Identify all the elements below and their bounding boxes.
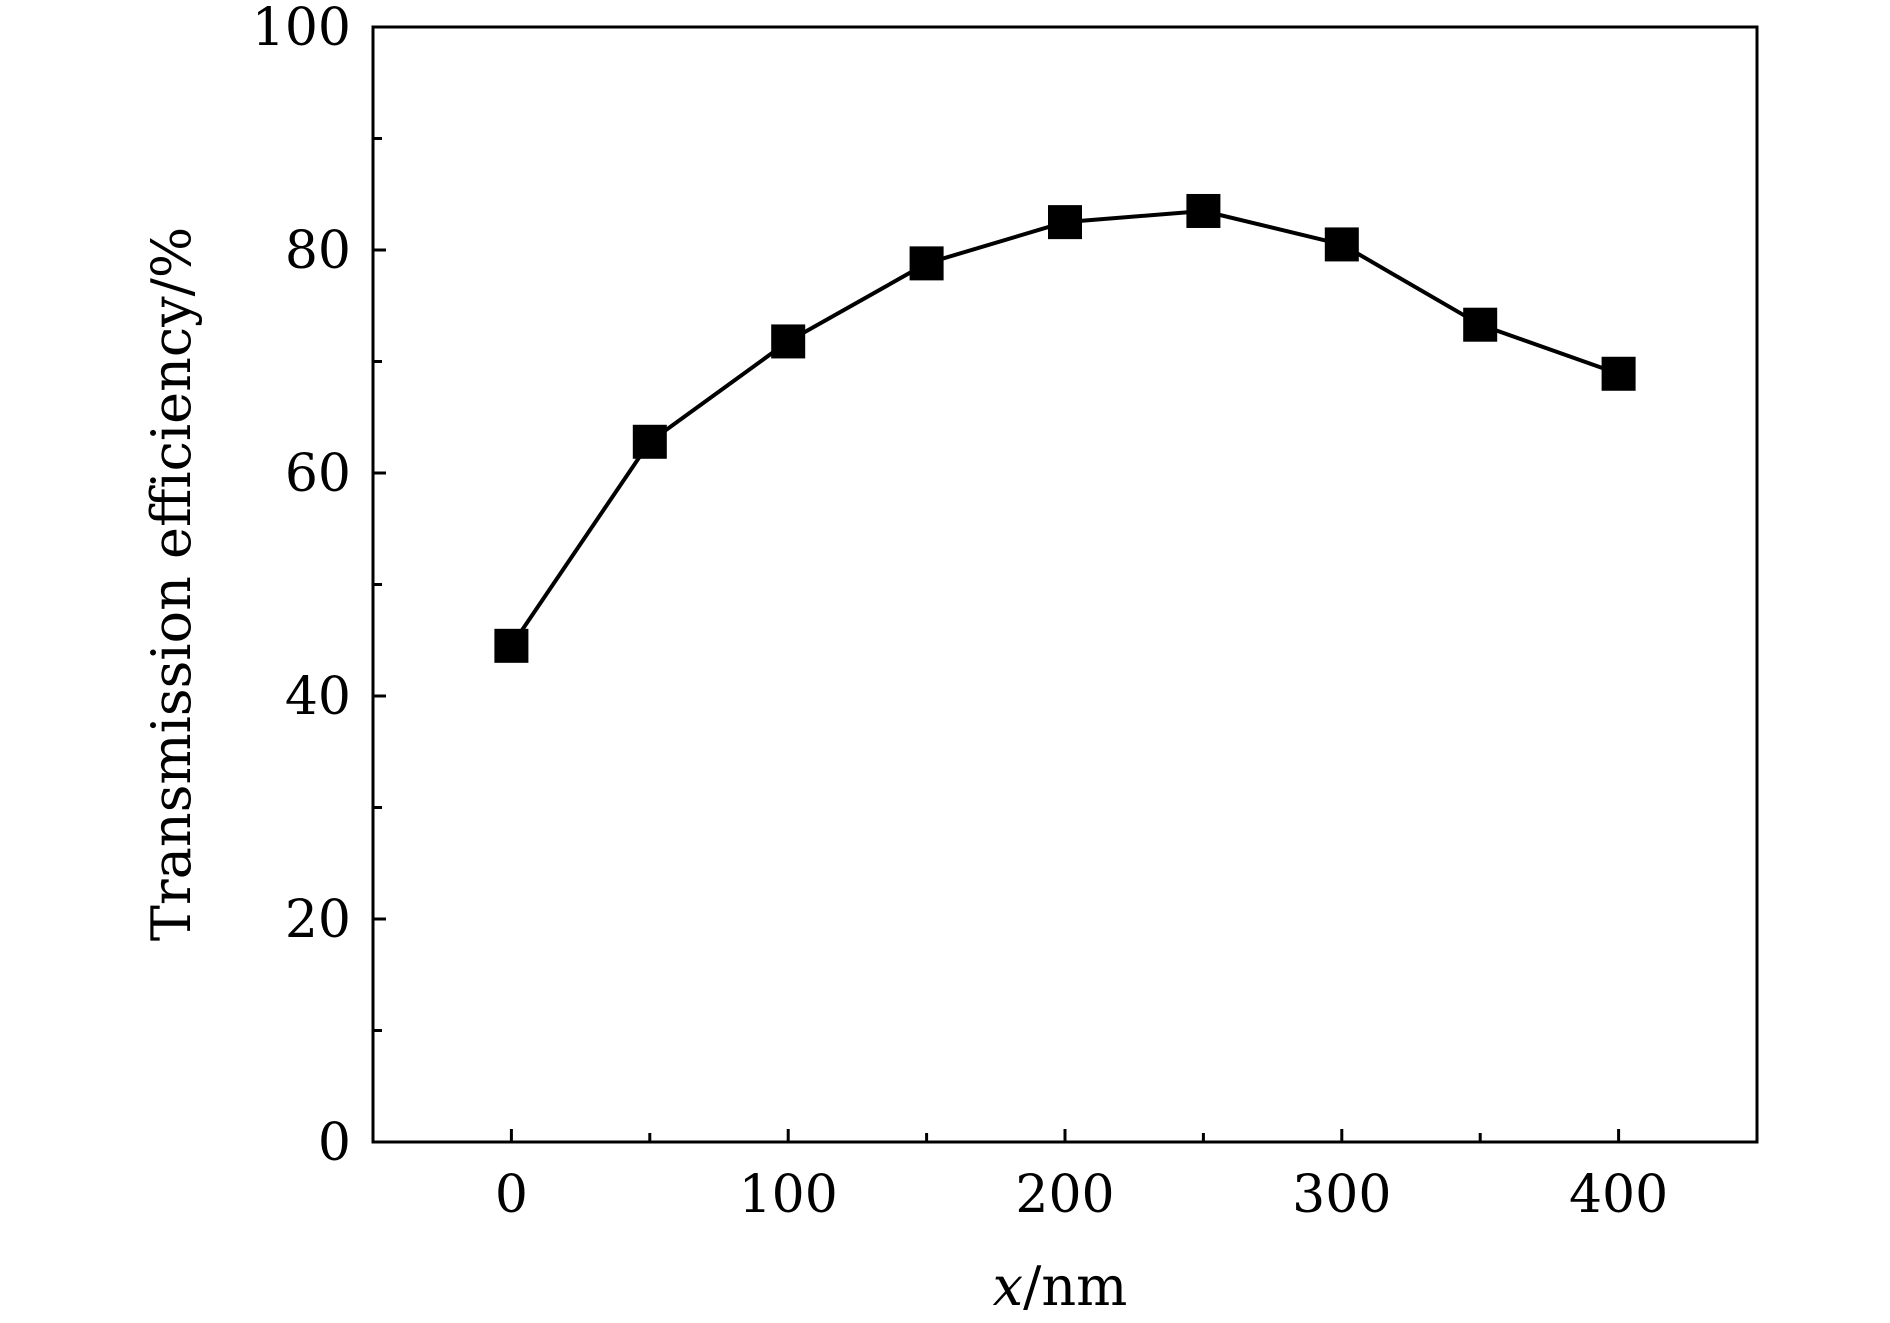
y-tick-label: 80 [285, 221, 351, 281]
data-point-marker [632, 424, 667, 459]
x-tick-label: 0 [495, 1165, 528, 1225]
x-axis-label: x/nm [993, 1255, 1128, 1318]
y-tick-label: 100 [252, 0, 351, 58]
data-point-marker [771, 324, 806, 359]
data-point-marker [1048, 205, 1082, 240]
x-tick-label: 200 [1015, 1165, 1114, 1225]
data-point-marker [1463, 307, 1498, 342]
y-tick-label: 60 [285, 444, 351, 504]
x-tick-label: 100 [739, 1165, 838, 1225]
y-tick-label: 40 [285, 667, 351, 727]
y-tick-label: 20 [285, 890, 351, 950]
ticks-layer [373, 25, 1621, 1144]
data-point-marker [1186, 193, 1221, 228]
y-axis-label: Transmission efficiency/% [140, 227, 203, 941]
x-axis-label-variable: x [993, 1255, 1023, 1318]
data-point-marker [1601, 356, 1636, 391]
x-tick-label: 400 [1569, 1165, 1668, 1225]
y-tick-label: 0 [318, 1113, 351, 1173]
tick-labels-layer: 0 100 200 300 400 0 20 40 60 80 100 [252, 0, 1668, 1225]
x-tick-label: 300 [1292, 1165, 1391, 1225]
series-layer [494, 193, 1636, 663]
plot-frame [371, 25, 1759, 1144]
series-line [509, 209, 1620, 647]
data-point-marker [494, 628, 529, 663]
x-axis-label-unit: /nm [1023, 1255, 1127, 1318]
data-point-marker [1324, 227, 1359, 262]
data-point-marker [909, 246, 944, 281]
